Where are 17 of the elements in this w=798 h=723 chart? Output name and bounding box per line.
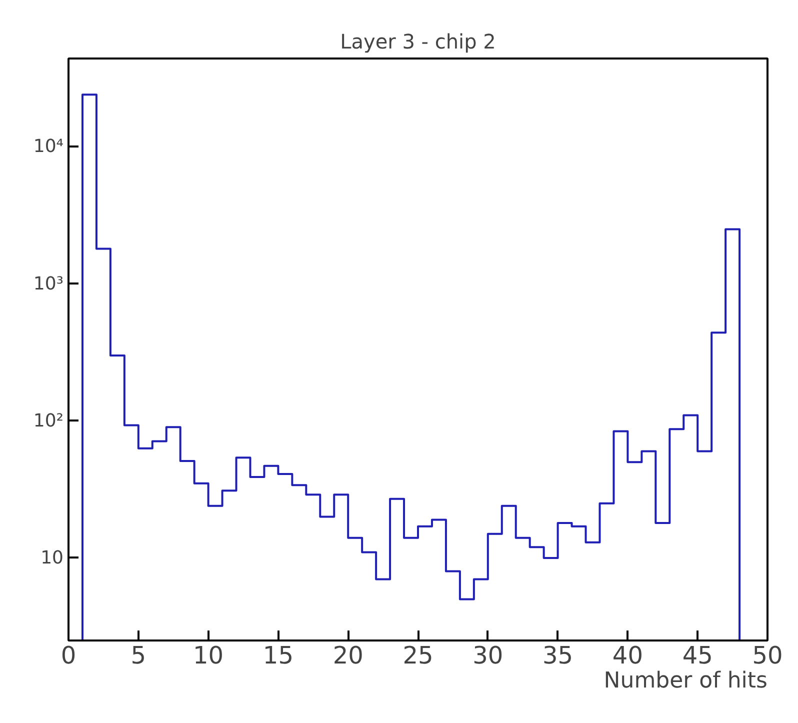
chart-title: Layer 3 - chip 2 <box>340 30 496 54</box>
x-tick-label: 35 <box>542 642 574 670</box>
x-axis-title: Number of hits <box>604 668 768 694</box>
x-tick-label: 50 <box>752 642 783 670</box>
x-tick-label: 20 <box>332 642 364 670</box>
x-tick-label: 30 <box>472 642 504 670</box>
y-tick-label: 10³ <box>33 273 64 294</box>
x-tick-label: 45 <box>682 642 713 670</box>
x-tick-label: 0 <box>60 642 76 670</box>
x-tick-label: 40 <box>612 642 643 670</box>
x-tick-label: 5 <box>130 642 146 670</box>
y-tick-label: 10² <box>33 410 64 432</box>
y-tick-label: 10 <box>40 547 64 568</box>
y-tick-label: 10⁴ <box>33 136 64 158</box>
x-tick-label: 25 <box>402 642 434 670</box>
x-tick-label: 10 <box>193 642 224 670</box>
x-tick-label: 15 <box>262 642 294 670</box>
